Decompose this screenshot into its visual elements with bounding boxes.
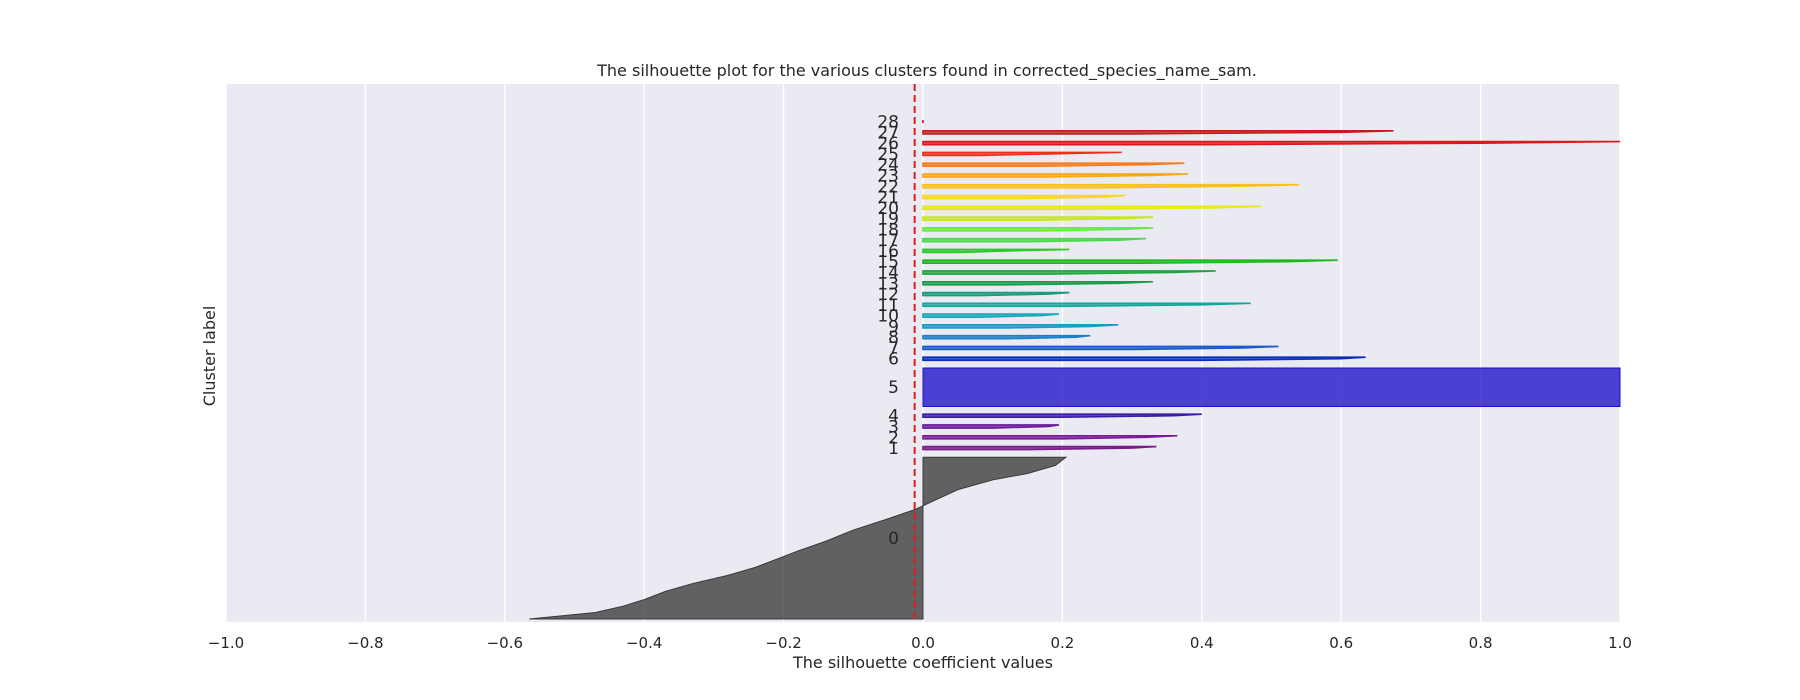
cluster-13-silhouette: [922, 280, 1154, 286]
x-axis-title: The silhouette coefficient values: [792, 653, 1053, 672]
cluster-label-6: 6: [888, 350, 899, 370]
cluster-label-14: 14: [877, 264, 899, 284]
cluster-2-silhouette: [922, 434, 1178, 440]
cluster-20-silhouette: [922, 205, 1262, 211]
cluster-label-26: 26: [877, 134, 899, 154]
cluster-label-21: 21: [877, 188, 899, 208]
cluster-23-silhouette: [922, 173, 1188, 178]
cluster-label-27: 27: [877, 123, 899, 143]
x-tick-label: −0.6: [487, 634, 523, 652]
cluster-18-silhouette: [922, 227, 1154, 232]
cluster-8-silhouette: [922, 334, 1091, 340]
cluster-label-11: 11: [877, 296, 899, 316]
cluster-label-25: 25: [877, 145, 899, 165]
cluster-9-silhouette: [922, 324, 1119, 329]
x-tick-label: 0.4: [1190, 634, 1214, 652]
cluster-26-silhouette: [922, 140, 1621, 146]
cluster-label-28: 28: [877, 113, 899, 133]
cluster-label-17: 17: [877, 231, 899, 251]
x-tick-label: 0.2: [1050, 634, 1074, 652]
x-tick-label: 0.0: [911, 634, 935, 652]
cluster-4-silhouette: [922, 413, 1202, 419]
cluster-label-4: 4: [888, 407, 899, 427]
cluster-22-silhouette: [922, 183, 1300, 189]
cluster-label-22: 22: [877, 177, 899, 197]
cluster-label-10: 10: [877, 307, 899, 327]
cluster-17-silhouette: [922, 237, 1147, 243]
x-tick-label: 1.0: [1608, 634, 1632, 652]
y-axis-title: Cluster label: [200, 306, 219, 407]
cluster-14-silhouette: [922, 270, 1216, 275]
cluster-21-silhouette: [922, 194, 1126, 200]
cluster-label-7: 7: [888, 339, 899, 359]
cluster-label-3: 3: [888, 418, 899, 438]
cluster-1-silhouette: [922, 445, 1157, 451]
x-tick-label: −0.2: [765, 634, 801, 652]
x-tick-label: 0.8: [1469, 634, 1493, 652]
cluster-19-silhouette: [922, 216, 1154, 221]
cluster-label-20: 20: [877, 199, 899, 219]
cluster-25-silhouette: [922, 151, 1122, 157]
x-tick-label: 0.6: [1329, 634, 1353, 652]
cluster-0-silhouette: [529, 456, 1068, 620]
cluster-27-silhouette: [922, 130, 1394, 135]
cluster-label-24: 24: [877, 156, 899, 176]
cluster-label-12: 12: [877, 285, 899, 305]
x-tick-label: −1.0: [208, 634, 244, 652]
cluster-label-1: 1: [888, 439, 899, 459]
cluster-label-2: 2: [888, 428, 899, 448]
cluster-label-23: 23: [877, 166, 899, 186]
cluster-label-5: 5: [888, 378, 899, 398]
cluster-12-silhouette: [922, 291, 1070, 297]
cluster-label-19: 19: [877, 210, 899, 230]
cluster-10-silhouette: [922, 313, 1059, 318]
cluster-24-silhouette: [922, 162, 1185, 168]
cluster-label-18: 18: [877, 220, 899, 240]
cluster-label-9: 9: [888, 317, 899, 337]
cluster-label-0: 0: [888, 529, 899, 549]
cluster-label-16: 16: [877, 242, 899, 262]
cluster-label-13: 13: [877, 274, 899, 294]
x-tick-label: −0.8: [347, 634, 383, 652]
cluster-15-silhouette: [922, 259, 1338, 265]
cluster-7-silhouette: [922, 345, 1279, 351]
cluster-label-8: 8: [888, 328, 899, 348]
chart-title: The silhouette plot for the various clus…: [596, 61, 1257, 81]
x-tick-label: −0.4: [626, 634, 662, 652]
cluster-11-silhouette: [922, 302, 1251, 308]
cluster-3-silhouette: [922, 424, 1060, 429]
cluster-5-silhouette: [922, 367, 1621, 407]
cluster-6-silhouette: [922, 356, 1366, 362]
cluster-label-15: 15: [877, 253, 899, 273]
cluster-16-silhouette: [922, 248, 1070, 254]
